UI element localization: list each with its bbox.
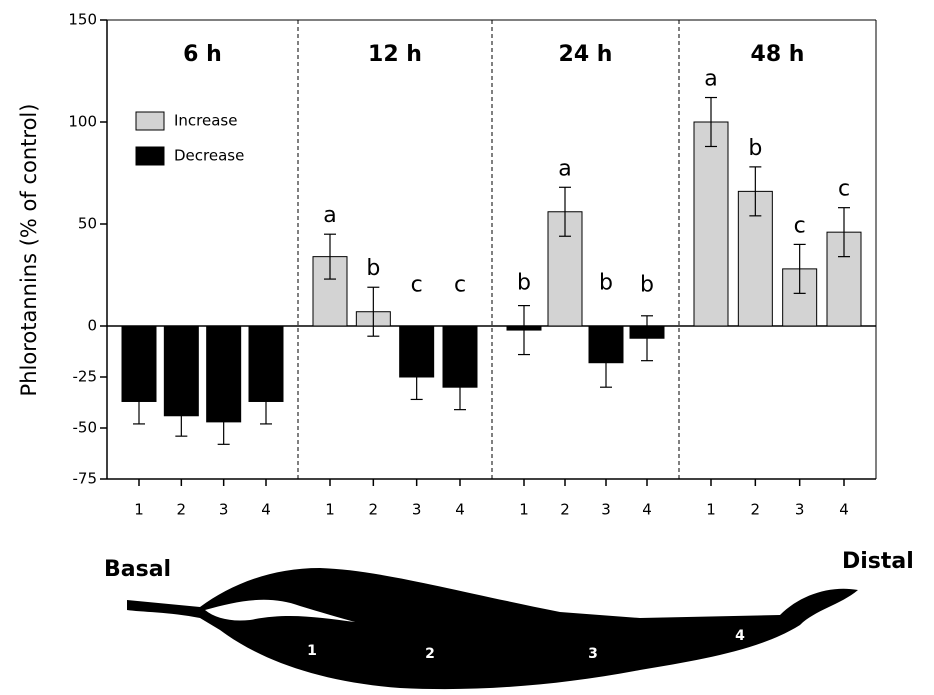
- significance-letter: a: [704, 67, 717, 92]
- x-tick-label: 4: [642, 501, 652, 519]
- significance-letter: c: [794, 213, 806, 238]
- region-label: 4: [735, 628, 745, 644]
- region-label: 1: [307, 643, 317, 659]
- region-label: 3: [588, 646, 598, 662]
- significance-letter: c: [411, 273, 423, 298]
- x-tick-label: 2: [369, 501, 379, 519]
- panel-title: 24 h: [559, 42, 613, 67]
- legend-swatch: [136, 112, 164, 130]
- x-tick-label: 3: [412, 501, 422, 519]
- panel-title: 12 h: [368, 42, 422, 67]
- y-tick-label: 150: [68, 11, 97, 29]
- kelp-diagram: Basal Distal 1 2 3 4: [104, 549, 914, 689]
- legend-label: Decrease: [174, 147, 244, 165]
- x-tick-label: 1: [706, 501, 716, 519]
- x-tick-label: 3: [601, 501, 611, 519]
- x-tick-label: 1: [519, 501, 529, 519]
- x-tick-label: 2: [751, 501, 761, 519]
- significance-letter: b: [599, 271, 613, 296]
- x-tick-label: 4: [455, 501, 465, 519]
- y-tick-label: -75: [73, 470, 98, 488]
- significance-letter: a: [558, 156, 571, 181]
- x-tick-label: 2: [560, 501, 570, 519]
- significance-letter: c: [838, 177, 850, 202]
- legend-label: Increase: [174, 112, 237, 130]
- legend-swatch: [136, 147, 164, 165]
- x-tick-label: 3: [795, 501, 805, 519]
- significance-letter: b: [640, 273, 654, 298]
- x-tick-label: 1: [325, 501, 335, 519]
- panel-title: 6 h: [183, 42, 222, 67]
- significance-letter: c: [454, 273, 466, 298]
- x-tick-label: 2: [177, 501, 187, 519]
- x-tick-label: 1: [134, 501, 144, 519]
- significance-letter: b: [748, 136, 762, 161]
- figure: Phlorotannins (% of control) Basal Dista…: [0, 0, 934, 695]
- y-tick-label: 0: [87, 317, 97, 335]
- y-axis-label: Phlorotannins (% of control): [17, 104, 41, 397]
- distal-label: Distal: [842, 549, 914, 574]
- x-tick-label: 3: [219, 501, 229, 519]
- y-tick-label: -50: [73, 419, 98, 437]
- y-tick-label: -25: [73, 368, 98, 386]
- significance-letter: a: [323, 203, 336, 228]
- y-tick-label: 100: [68, 113, 97, 131]
- basal-label: Basal: [104, 557, 171, 582]
- kelp-silhouette: [127, 568, 858, 689]
- x-tick-label: 4: [261, 501, 271, 519]
- panel-title: 48 h: [751, 42, 805, 67]
- x-tick-label: 4: [839, 501, 849, 519]
- significance-letter: b: [517, 271, 531, 296]
- bar: [694, 122, 728, 326]
- significance-letter: b: [366, 256, 380, 281]
- y-tick-label: 50: [78, 215, 97, 233]
- region-label: 2: [425, 646, 435, 662]
